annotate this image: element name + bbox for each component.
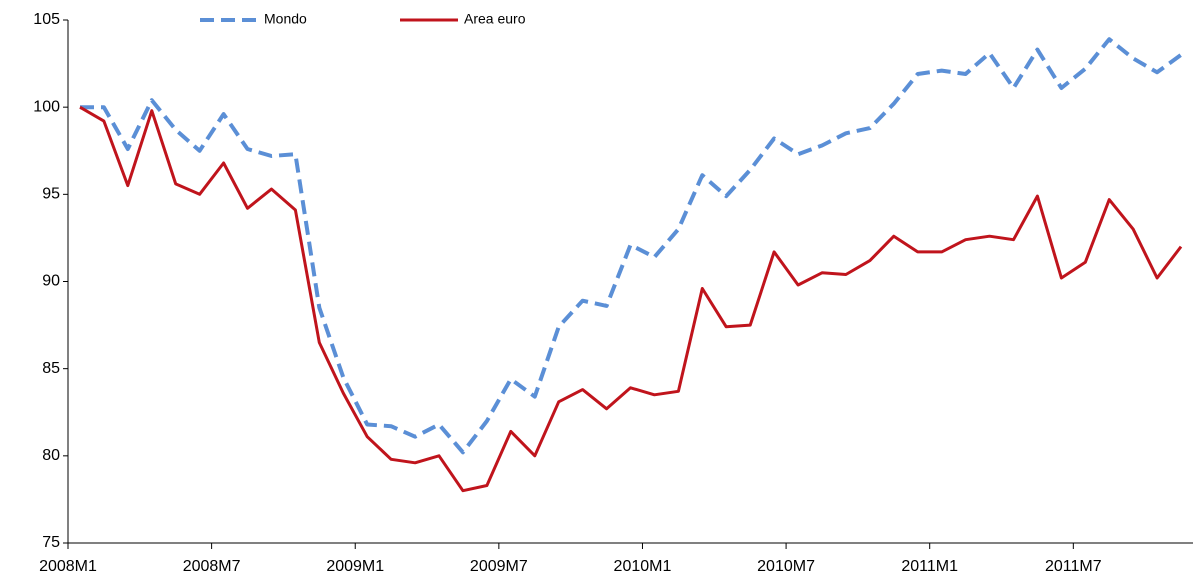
y-tick-label: 95: [42, 186, 60, 203]
legend-label: Area euro: [464, 11, 526, 27]
x-tick-label: 2011M7: [1045, 558, 1102, 575]
legend-label: Mondo: [264, 11, 307, 27]
series-line: [79, 105, 1183, 493]
y-tick-label: 80: [42, 447, 60, 464]
x-tick-label: 2009M7: [470, 558, 528, 575]
y-tick-label: 90: [42, 273, 60, 290]
y-tick-label: 105: [33, 11, 60, 28]
x-tick-label: 2011M1: [901, 558, 958, 575]
x-tick-label: 2008M1: [39, 558, 97, 575]
y-tick-label: 75: [42, 534, 60, 551]
x-tick-label: 2010M7: [757, 558, 815, 575]
y-tick-label: 85: [42, 360, 60, 377]
legend: Mondo Area euro: [200, 11, 526, 27]
y-tick-label: 100: [33, 98, 60, 115]
x-tick-label: 2008M7: [183, 558, 241, 575]
x-tick-label: 2010M1: [614, 558, 672, 575]
x-tick-label: 2009M1: [326, 558, 384, 575]
series-line: [80, 37, 1183, 455]
